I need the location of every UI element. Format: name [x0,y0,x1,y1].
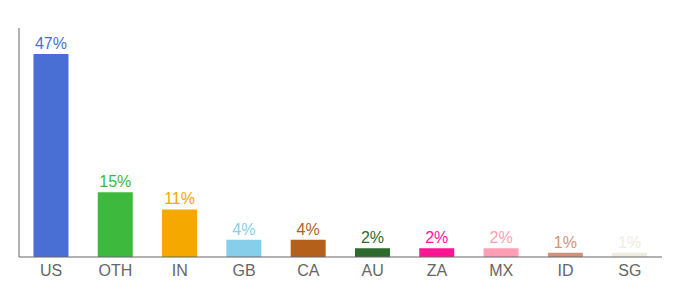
svg-text:4%: 4% [297,221,320,238]
svg-text:GB: GB [232,262,255,279]
svg-text:4%: 4% [232,221,255,238]
svg-text:IN: IN [172,262,188,279]
svg-text:SG: SG [618,262,641,279]
svg-text:OTH: OTH [99,262,133,279]
svg-text:47%: 47% [35,35,67,52]
svg-text:15%: 15% [99,173,131,190]
svg-text:2%: 2% [361,229,384,246]
svg-text:AU: AU [362,262,384,279]
svg-text:2%: 2% [490,229,513,246]
svg-text:ID: ID [558,262,574,279]
svg-text:ZA: ZA [427,262,448,279]
svg-text:US: US [40,262,62,279]
svg-text:MX: MX [489,262,513,279]
svg-text:1%: 1% [618,234,641,251]
svg-text:1%: 1% [554,234,577,251]
svg-text:2%: 2% [425,229,448,246]
svg-text:11%: 11% [164,190,195,207]
svg-text:CA: CA [297,262,320,279]
